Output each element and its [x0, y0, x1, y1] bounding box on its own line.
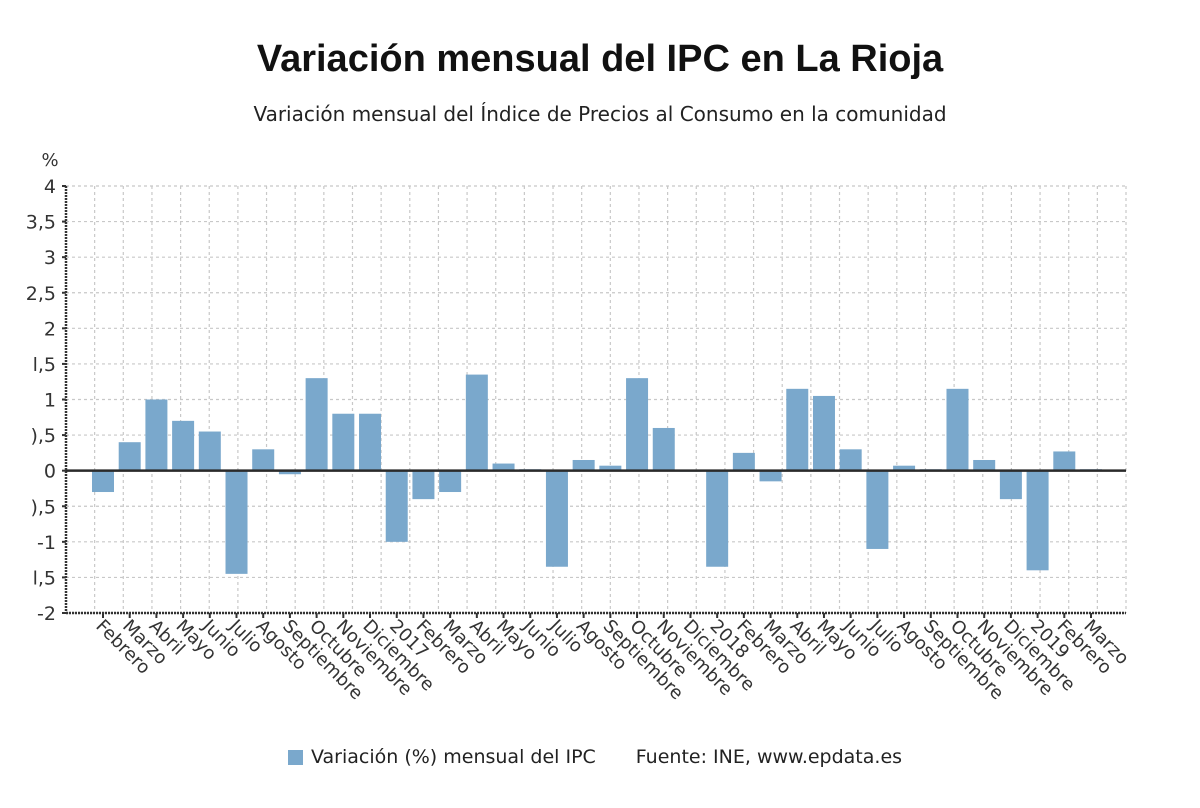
y-tick-label: -2: [37, 603, 56, 625]
bar: [278, 470, 301, 475]
y-tick-label: 4: [44, 176, 56, 198]
legend-swatch-icon: [288, 749, 303, 765]
bar: [252, 449, 275, 471]
bar: [492, 463, 515, 471]
bar: [866, 470, 889, 549]
bar: [359, 413, 382, 471]
bar: [652, 427, 675, 471]
grid: [66, 185, 1127, 614]
bar: [1026, 470, 1049, 571]
bar: [172, 420, 195, 471]
bar: [305, 378, 328, 471]
y-tick-label: 3: [44, 247, 56, 269]
bar: [439, 470, 462, 493]
bar: [572, 459, 595, 471]
y-tick-label: 2,5: [26, 283, 56, 305]
legend: Variación (%) mensual del IPC Fuente: IN…: [288, 746, 902, 768]
y-axis-ticks: -2 l,5 -1 ),5 0 ),5 1 l,5 2 2,5 3 3,5 4: [26, 176, 66, 625]
y-tick-label: l,5: [33, 567, 56, 589]
x-axis-ticks: FebreroMarzoAbrilMayoJunioJulioAgostoSep…: [91, 613, 1133, 704]
bar: [412, 470, 435, 500]
bar: [786, 388, 809, 471]
bar: [893, 465, 916, 471]
chart-subtitle: Variación mensual del Índice de Precios …: [253, 102, 947, 126]
bar: [385, 470, 408, 542]
bar: [118, 442, 141, 471]
bar: [599, 465, 622, 471]
source-text: Fuente: INE, www.epdata.es: [635, 746, 903, 768]
bar: [706, 470, 729, 567]
bar: [759, 470, 782, 482]
bar: [1053, 451, 1076, 471]
y-tick-label: -1: [37, 532, 56, 554]
y-axis-label: %: [41, 150, 58, 171]
bar: [999, 470, 1022, 500]
bar: [973, 459, 996, 471]
y-tick-label: 2: [44, 318, 56, 340]
bar: [332, 413, 355, 471]
bar: [225, 470, 248, 574]
y-tick-label: ),5: [30, 496, 56, 518]
bar: [946, 388, 969, 471]
bar: [465, 374, 488, 471]
y-tick-label: l,5: [33, 354, 56, 376]
bars: [92, 374, 1102, 574]
bar: [812, 395, 835, 471]
legend-label: Variación (%) mensual del IPC: [311, 746, 596, 768]
bar: [92, 470, 114, 493]
bar: [198, 431, 221, 471]
bar: [545, 470, 568, 567]
y-tick-label: ),5: [30, 425, 56, 447]
y-tick-label: 1: [44, 390, 56, 412]
chart-title: Variación mensual del IPC en La Rioja: [256, 38, 944, 80]
y-tick-label: 3,5: [26, 212, 56, 234]
y-tick-label: 0: [44, 461, 56, 483]
bar: [732, 452, 755, 471]
bar: [839, 449, 862, 471]
bar: [626, 378, 649, 471]
bar: [145, 399, 168, 471]
